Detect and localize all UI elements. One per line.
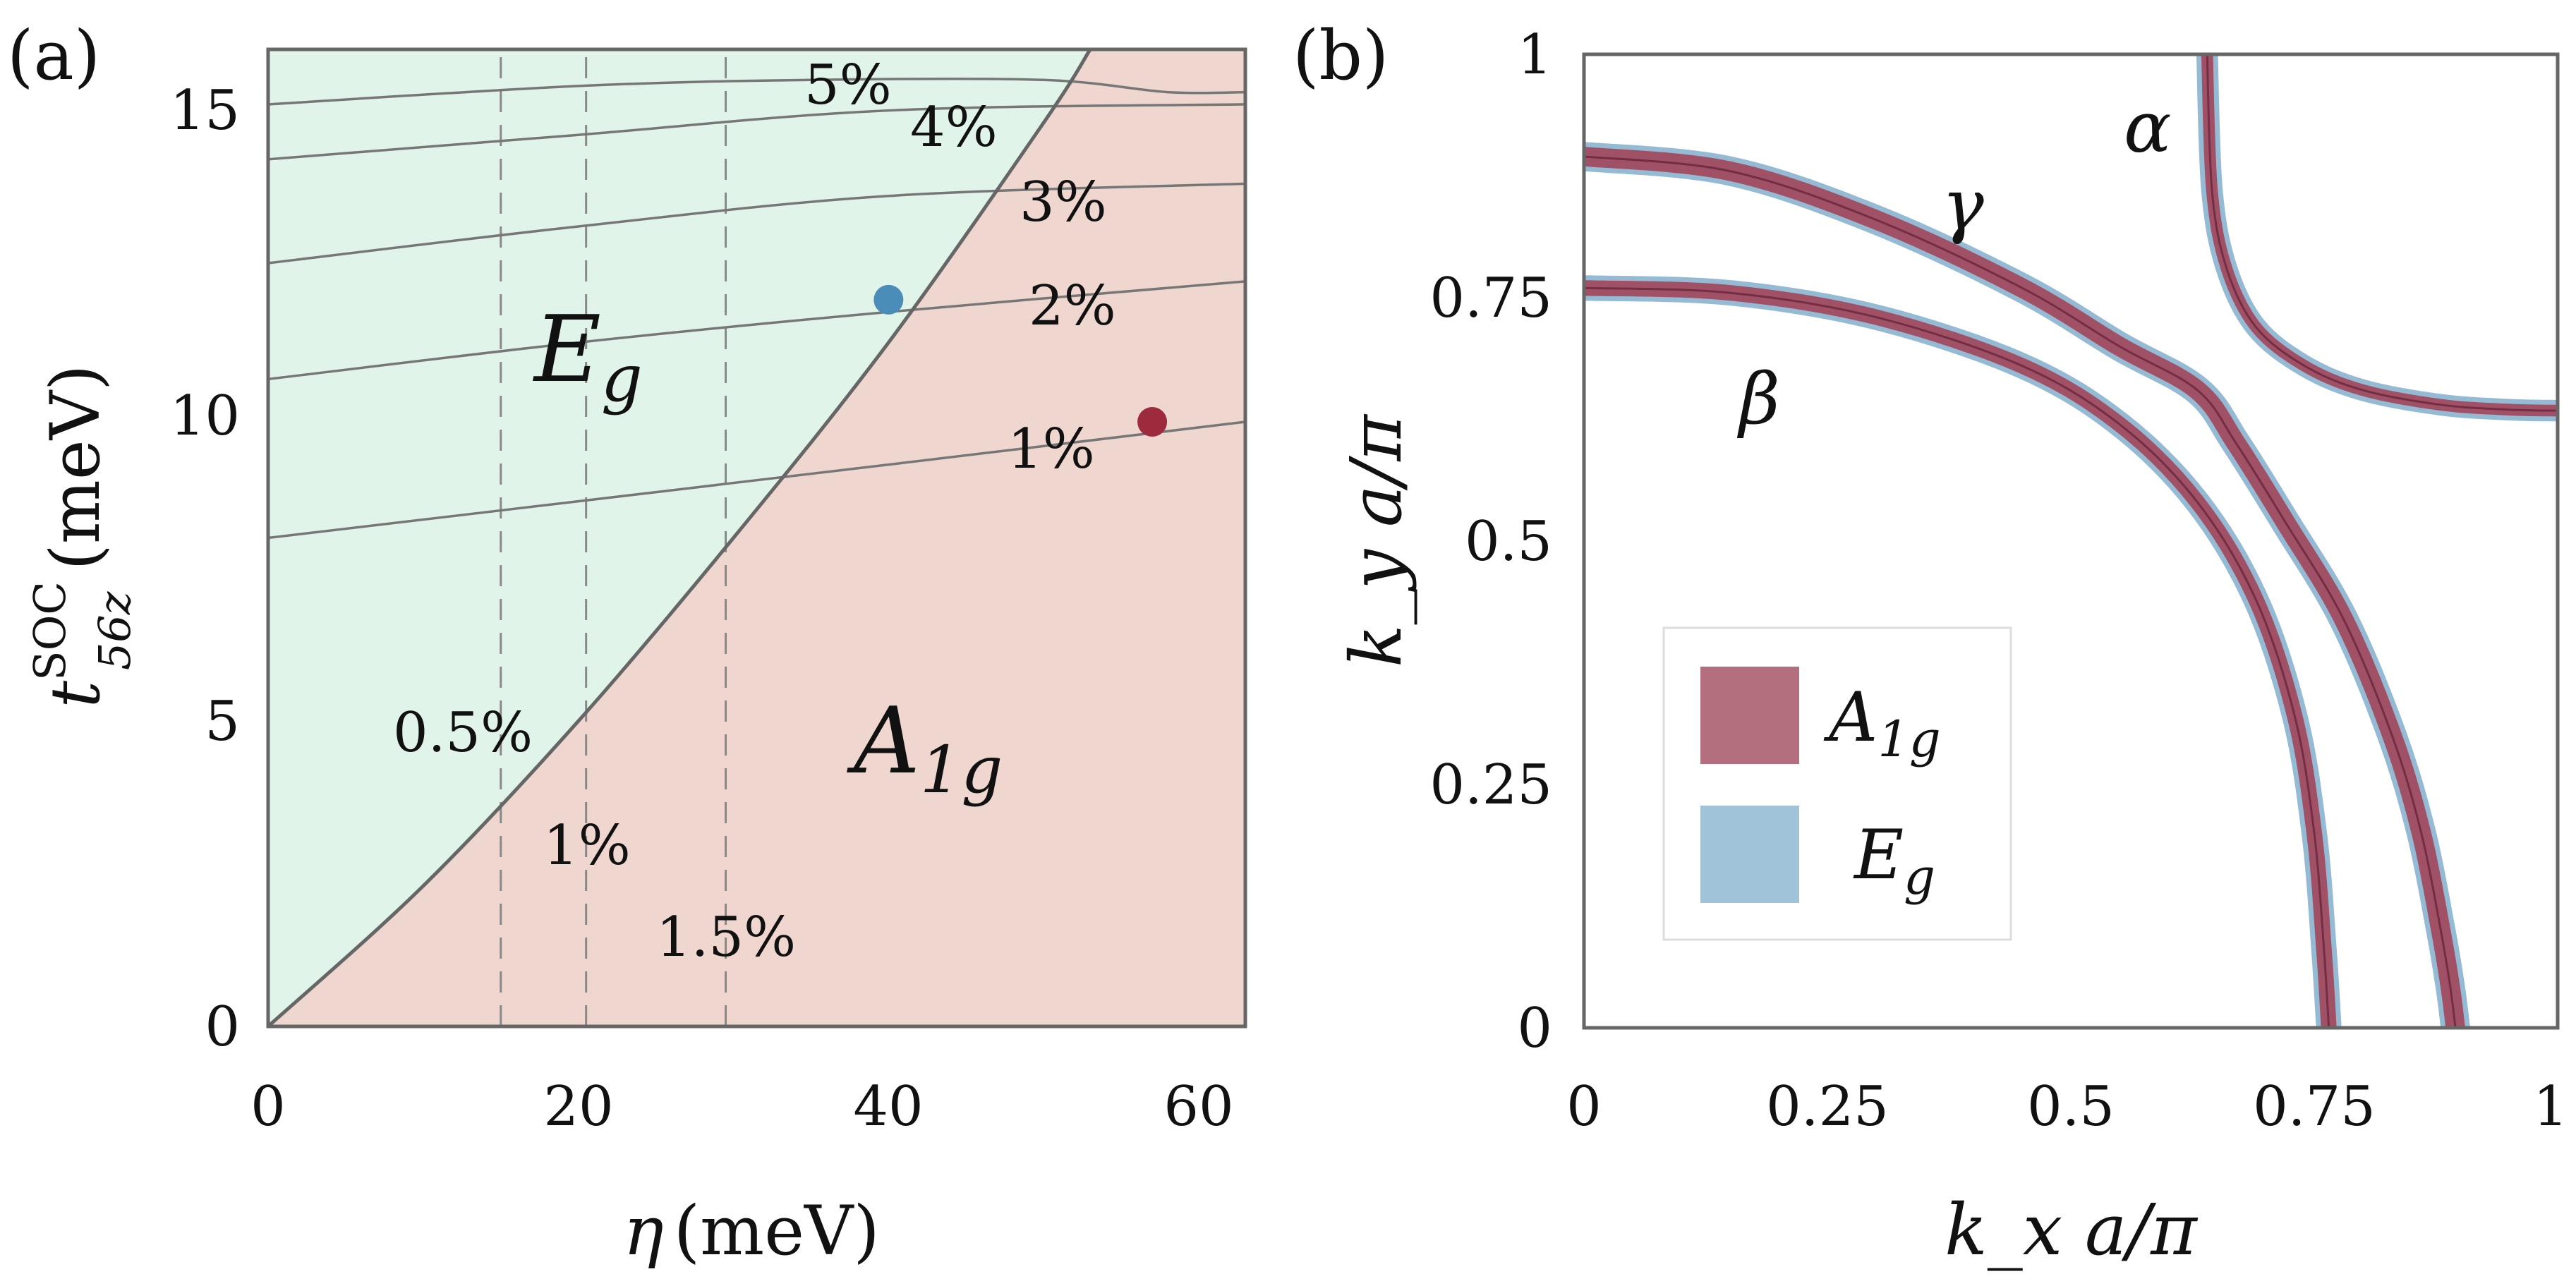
x-tick-b-025: 0.25 <box>1766 1075 1889 1139</box>
contour-line-4 <box>268 77 1245 106</box>
dashed-label-15: 1.5% <box>656 906 796 969</box>
x-tick-a-40: 40 <box>853 1075 923 1139</box>
x-ticks-a: 0 20 40 60 <box>250 1075 1233 1139</box>
y-tick-a-0: 0 <box>205 995 240 1059</box>
x-tick-a-60: 60 <box>1163 1075 1233 1139</box>
contour-line-2 <box>268 182 1245 265</box>
contour-label-5: 5% <box>804 54 892 117</box>
phase-boundary <box>268 49 1092 1026</box>
y-tick-b-0: 0 <box>1517 997 1552 1060</box>
x-tick-b-05: 0.5 <box>2027 1075 2115 1139</box>
legend-swatch-eg <box>1700 806 1799 903</box>
legend-label-a1g: A1g <box>1823 678 1941 768</box>
fermi-surface-bands <box>1584 54 2558 1028</box>
x-axis-label-b: k_x a/π <box>1945 1189 2199 1271</box>
y-tick-b-075: 0.75 <box>1429 267 1552 330</box>
legend: A1g Eg <box>1662 626 2012 941</box>
axes-frame-a <box>266 47 1247 1029</box>
alpha-a1g-band <box>2201 54 2558 417</box>
a1g-point <box>1137 407 1168 437</box>
x-tick-b-0: 0 <box>1566 1075 1602 1139</box>
contour-label-4: 4% <box>910 96 998 159</box>
y-tick-b-05: 0.5 <box>1465 510 1552 574</box>
y-tick-a-10: 10 <box>170 384 240 448</box>
y-axis-label-b: k_y a/π <box>1335 413 1417 667</box>
panel-a: (a) 5% 4% 3% 2% 1% 0.5% 1% 1.5% Eg A1g 0… <box>7 16 1247 1270</box>
gamma-a1g-edge <box>1584 155 2457 1028</box>
contour-line-3 <box>268 103 1245 161</box>
axes-frame-b <box>1582 52 2560 1030</box>
y-ticks-a: 0 5 10 15 <box>170 79 240 1059</box>
band-label-gamma: γ <box>1942 164 1984 246</box>
region-label-a1g: A1g <box>847 687 1003 808</box>
contour-label-3: 3% <box>1020 171 1107 234</box>
y-ticks-b: 0 0.25 0.5 0.75 1 <box>1429 23 1552 1060</box>
panel-a-label: (a) <box>7 16 100 95</box>
panel-b: (b) α β γ A1g Eg 0 0.25 0.5 0.75 1 <box>1293 16 2568 1271</box>
y-axis-label-a: tSOC 56z(meV) <box>24 365 140 708</box>
legend-swatch-a1g <box>1700 667 1799 764</box>
region-label-eg: Eg <box>533 296 643 416</box>
x-tick-a-0: 0 <box>250 1075 286 1139</box>
x-tick-a-20: 20 <box>543 1075 613 1139</box>
dashed-label-05: 0.5% <box>393 701 533 765</box>
contour-label-1: 1% <box>1008 418 1095 481</box>
dashed-label-1: 1% <box>543 814 631 878</box>
band-label-beta: β <box>1736 358 1780 440</box>
x-ticks-b: 0 0.25 0.5 0.75 1 <box>1566 1075 2568 1139</box>
y-tick-a-5: 5 <box>205 690 240 753</box>
y-tick-a-15: 15 <box>170 79 240 142</box>
band-label-alpha: α <box>2124 86 2172 169</box>
alpha-eg-band <box>2196 54 2558 422</box>
y-tick-b-025: 0.25 <box>1429 753 1552 817</box>
panel-b-label: (b) <box>1293 16 1389 95</box>
beta-a1g-edge <box>1584 286 2330 1028</box>
y-tick-b-1: 1 <box>1517 23 1552 87</box>
dashed-lines <box>500 49 727 1026</box>
contour-line-0 <box>268 420 1245 540</box>
contour-line-1 <box>268 280 1245 381</box>
x-axis-label-a: η (meV) <box>623 1191 880 1270</box>
eg-point <box>873 284 904 315</box>
x-tick-b-1: 1 <box>2533 1075 2568 1139</box>
alpha-a1g-edge <box>2206 54 2558 412</box>
contour-label-2: 2% <box>1029 274 1116 338</box>
legend-label-eg: Eg <box>1853 815 1935 906</box>
x-tick-b-075: 0.75 <box>2253 1075 2376 1139</box>
contour-lines <box>268 77 1245 540</box>
